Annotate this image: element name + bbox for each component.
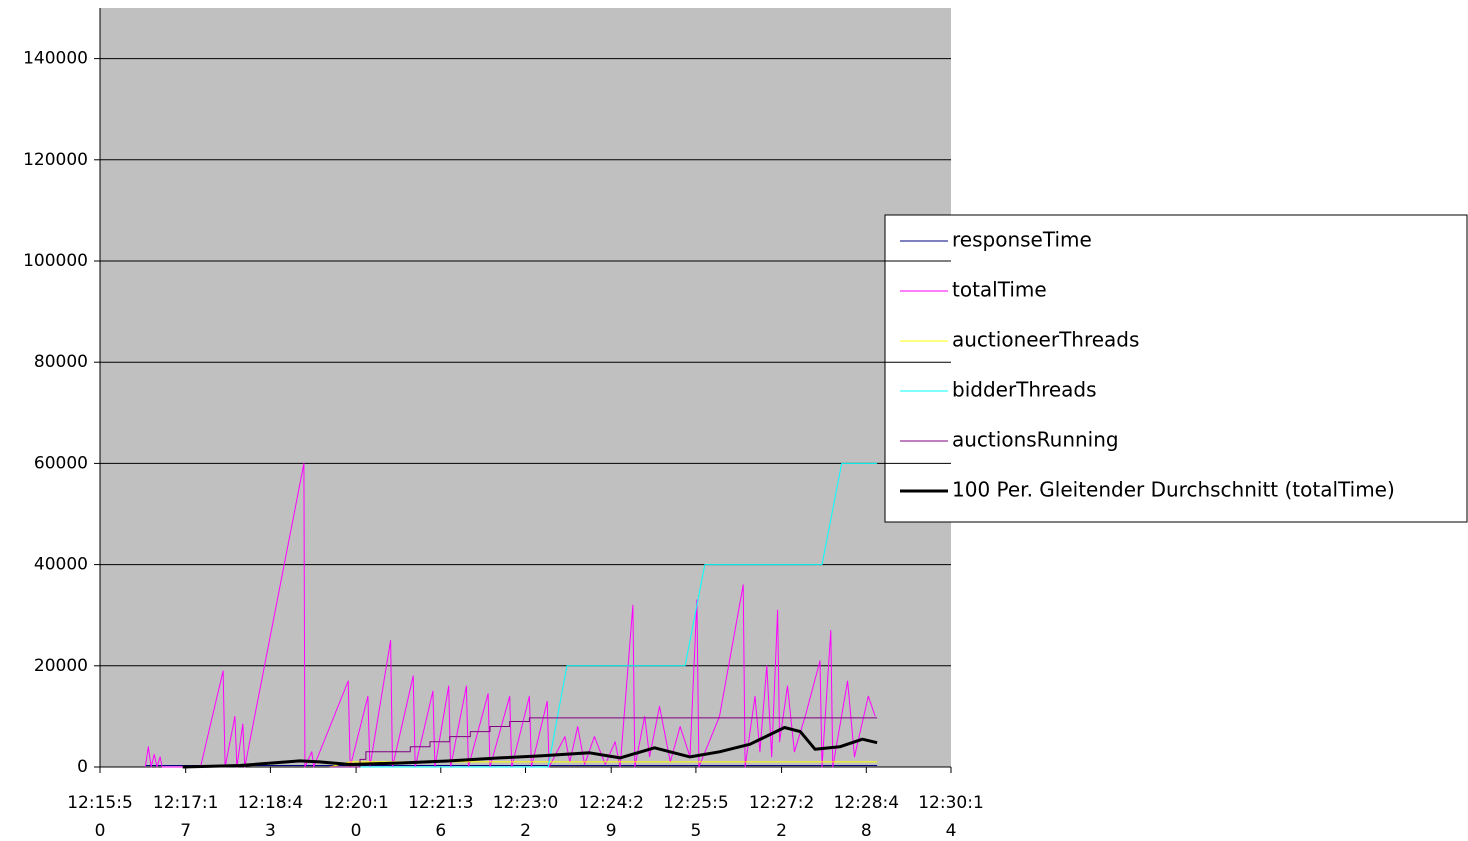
x-tick-label: 12:21:3 6 <box>408 793 474 841</box>
series-line <box>329 462 878 768</box>
series-line <box>329 717 878 768</box>
series-line <box>329 761 878 768</box>
y-tick-label: 100000 <box>23 251 88 271</box>
x-tick-label: 12:25:5 5 <box>663 793 729 841</box>
y-tick-label: 120000 <box>23 150 88 170</box>
series-line <box>182 726 878 769</box>
x-tick-label: 12:18:4 3 <box>238 793 304 841</box>
legend <box>884 214 1468 523</box>
legend-label: totalTime <box>952 278 1047 302</box>
x-tick-label: 12:17:1 7 <box>153 793 219 841</box>
legend-label: auctionsRunning <box>952 428 1119 452</box>
x-tick-label: 12:23:0 2 <box>493 793 559 841</box>
y-tick-label: 80000 <box>34 352 88 372</box>
x-tick-label: 12:20:1 0 <box>323 793 389 841</box>
y-tick-label: 0 <box>77 757 88 777</box>
plot-area <box>100 8 951 767</box>
y-tick-label: 140000 <box>23 49 88 69</box>
x-tick-label: 12:27:2 2 <box>749 793 815 841</box>
legend-label: responseTime <box>952 228 1092 252</box>
x-tick-label: 12:24:2 9 <box>578 793 644 841</box>
y-tick-label: 60000 <box>34 453 88 473</box>
legend-label: 100 Per. Gleitender Durchschnitt (totalT… <box>952 478 1395 502</box>
legend-label: bidderThreads <box>952 378 1097 402</box>
y-tick-label: 20000 <box>34 656 88 676</box>
legend-label: auctioneerThreads <box>952 328 1139 352</box>
x-tick-label: 12:28:4 8 <box>834 793 900 841</box>
y-tick-label: 40000 <box>34 555 88 575</box>
x-tick-label: 12:15:5 0 <box>67 793 133 841</box>
x-tick-label: 12:30:1 4 <box>918 793 984 841</box>
